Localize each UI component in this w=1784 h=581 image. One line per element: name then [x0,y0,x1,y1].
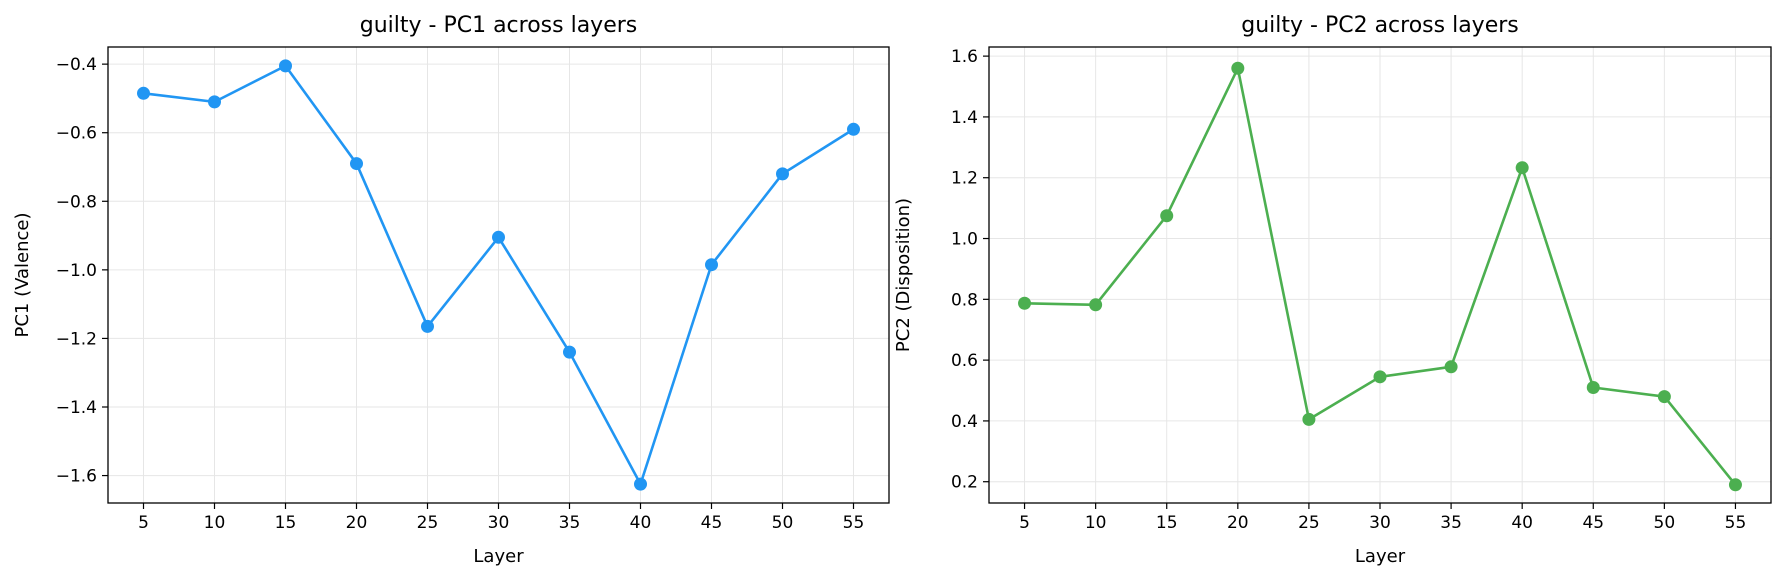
data-point [1728,478,1742,492]
chart-panel-1: 5 10 15 20 25 30 35 40 45 50 55 −1.6 −1.4 −1.2 −1.0 −0.… [12,13,890,567]
x-tick-label: 50 [772,513,794,533]
y-tick-label: −0.4 [56,55,97,75]
x-tick-label: 40 [630,513,652,533]
x-tick-label: 10 [204,513,226,533]
x-tick-label: 45 [1582,513,1604,533]
data-point [1160,209,1174,223]
y-tick-label: 0.8 [951,290,978,310]
data-point [1586,380,1600,394]
x-tick-label: 5 [1019,513,1030,533]
x-tick-label: 50 [1654,513,1676,533]
data-point [705,258,718,272]
y-tick-label: −0.6 [56,124,97,144]
y-tick-label: −1.2 [56,329,97,349]
x-tick-label: 55 [843,513,865,533]
y-tick-label: 0.4 [951,412,978,432]
y-tick-label: 1.2 [951,169,978,189]
data-point [421,319,434,333]
y-tick-label: −1.6 [56,467,97,487]
y-tick-label: −1.4 [56,398,97,418]
x-tick-label: 15 [275,513,297,533]
data-point [1657,390,1671,404]
x-axis-label: Layer [1355,546,1406,567]
chart-panel-2: 5 10 15 20 25 30 35 40 45 50 55 0.2 0.4 0.6 0.8 1.0 1.2 1… [893,13,1772,567]
y-tick-label: 0.2 [951,473,978,493]
x-tick-label: 20 [1227,513,1249,533]
y-tick-label: 1.0 [951,230,978,250]
x-tick-label: 45 [701,513,723,533]
x-tick-label: 10 [1085,513,1107,533]
y-tick-label: 0.6 [951,351,978,371]
data-point [1302,412,1316,426]
data-point [350,157,363,171]
y-tick-label: −0.8 [56,192,97,212]
data-point [634,477,647,491]
x-tick-label: 40 [1511,513,1533,533]
x-axis-label: Layer [473,546,524,567]
chart-title: guilty - PC2 across layers [1241,13,1519,38]
x-tick-label: 35 [1440,513,1462,533]
x-tick-label: 25 [1298,513,1320,533]
x-tick-label: 15 [1156,513,1178,533]
data-point [776,167,789,181]
data-point [279,59,292,73]
x-tick-label: 25 [417,513,439,533]
x-tick-label: 35 [559,513,581,533]
x-tick-label: 55 [1725,513,1747,533]
y-tick-label: 1.6 [951,47,978,67]
data-point [1444,360,1458,374]
data-point [1515,161,1529,175]
x-tick-label: 5 [138,513,149,533]
data-point [492,230,505,244]
x-tick-label: 20 [346,513,368,533]
data-point [847,122,860,136]
data-point [1373,370,1387,384]
chart-title: guilty - PC1 across layers [360,13,638,38]
data-point [1018,296,1032,310]
data-point [208,95,221,109]
x-tick-label: 30 [1369,513,1391,533]
y-tick-label: 1.4 [951,108,978,128]
y-axis-label: PC2 (Disposition) [893,198,914,352]
y-tick-label: −1.0 [56,261,97,281]
y-axis-label: PC1 (Valence) [12,212,33,337]
x-tick-label: 30 [488,513,510,533]
data-point [137,86,150,100]
data-point [563,345,576,359]
data-point [1089,298,1103,312]
data-point [1231,61,1245,75]
